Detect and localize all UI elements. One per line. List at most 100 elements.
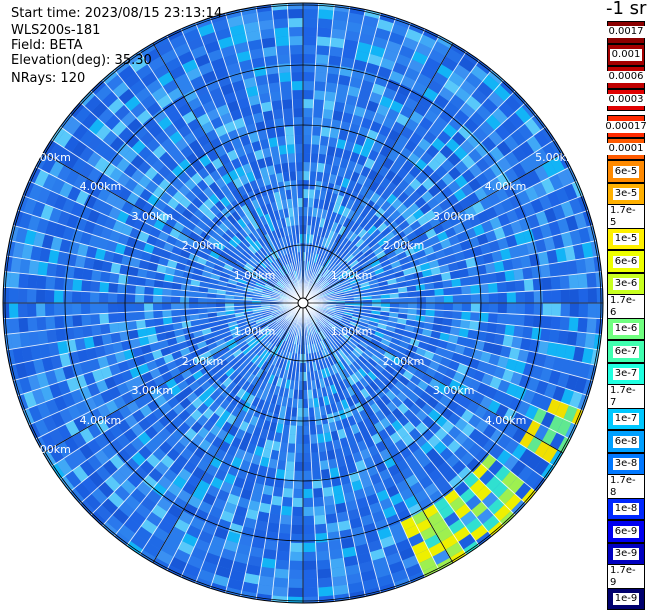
range-gate	[257, 10, 274, 22]
range-gate	[518, 374, 532, 389]
range-gate	[337, 360, 346, 371]
range-gate	[324, 91, 337, 102]
range-gate	[267, 374, 275, 385]
range-gate	[351, 247, 361, 257]
range-gate	[283, 322, 290, 331]
range-gate	[464, 366, 477, 379]
range-gate	[259, 349, 268, 359]
range-gate	[94, 247, 106, 261]
range-gate	[548, 415, 564, 433]
range-gate	[49, 207, 63, 224]
range-gate	[297, 398, 303, 409]
range-gate	[260, 205, 269, 216]
range-gate	[345, 500, 359, 512]
range-gate	[414, 277, 425, 286]
range-gate	[389, 298, 400, 303]
range-gate	[172, 403, 185, 416]
range-gate	[488, 130, 504, 147]
range-gate	[321, 282, 330, 289]
range-gate	[334, 382, 342, 393]
range-gate	[401, 208, 413, 220]
range-gate	[117, 303, 127, 313]
range-gate	[409, 374, 422, 386]
range-gate	[293, 216, 299, 226]
range-gate	[84, 95, 102, 113]
range-gate	[286, 452, 296, 462]
range-gate	[269, 146, 280, 157]
range-gate	[287, 263, 293, 273]
range-gate	[319, 278, 327, 286]
range-gate	[425, 289, 435, 297]
range-gate	[273, 577, 289, 588]
range-gate	[357, 324, 368, 332]
range-gate	[192, 225, 204, 236]
range-gate	[34, 418, 50, 437]
ray-gap	[302, 302, 382, 593]
range-gate	[357, 367, 368, 378]
range-gate	[488, 303, 498, 314]
range-gate	[224, 303, 235, 308]
range-gate	[146, 101, 162, 117]
range-gate	[326, 249, 333, 259]
range-gate	[342, 546, 357, 558]
range-gate	[519, 432, 535, 449]
range-gate	[449, 94, 466, 110]
range-gate	[308, 261, 312, 271]
range-gate	[290, 524, 303, 535]
range-gate	[327, 375, 335, 386]
range-gate	[303, 171, 310, 181]
range-gate	[342, 388, 351, 399]
ray-gap	[302, 302, 505, 527]
range-gate	[130, 488, 147, 504]
range-gate	[261, 292, 272, 297]
range-gate	[162, 288, 172, 297]
range-gate	[260, 273, 269, 281]
range-gate	[459, 79, 477, 96]
range-gate	[252, 112, 265, 124]
range-gate	[421, 403, 434, 416]
range-gate	[457, 124, 473, 140]
range-gate	[192, 105, 207, 119]
range-gate	[165, 534, 182, 549]
range-gate	[71, 290, 82, 303]
range-gate	[298, 389, 303, 400]
range-gate	[92, 258, 104, 272]
range-gate	[405, 214, 418, 226]
range-gate	[238, 241, 248, 251]
range-gate	[329, 321, 339, 328]
range-gate	[340, 347, 350, 357]
range-gate	[439, 264, 450, 274]
range-gate	[225, 367, 236, 378]
range-gate	[180, 314, 191, 323]
range-gate	[482, 252, 494, 265]
range-gate	[279, 442, 289, 453]
range-gate	[470, 65, 488, 82]
range-gate	[303, 152, 311, 163]
range-gate	[251, 230, 261, 240]
range-gate	[165, 57, 182, 72]
range-gate	[276, 135, 287, 146]
range-gate	[87, 423, 102, 439]
range-gate	[395, 53, 412, 68]
range-gate	[291, 407, 298, 417]
range-gate	[223, 539, 239, 553]
ray-gap	[302, 302, 320, 603]
range-gate	[468, 214, 482, 228]
range-gate	[355, 97, 369, 109]
range-gate	[445, 253, 457, 265]
range-gate	[278, 359, 285, 369]
range-gate	[62, 290, 73, 303]
range-gate	[339, 277, 349, 284]
range-gate	[485, 114, 502, 131]
range-gate	[152, 526, 170, 542]
range-gate	[459, 354, 472, 367]
range-gate	[27, 274, 38, 289]
range-gate	[481, 220, 494, 234]
range-gate	[430, 330, 441, 340]
range-gate	[285, 323, 291, 332]
range-gate	[243, 265, 253, 273]
range-gate	[87, 454, 103, 471]
range-gate	[479, 395, 493, 410]
range-gate	[113, 196, 127, 211]
range-gate	[290, 180, 297, 190]
